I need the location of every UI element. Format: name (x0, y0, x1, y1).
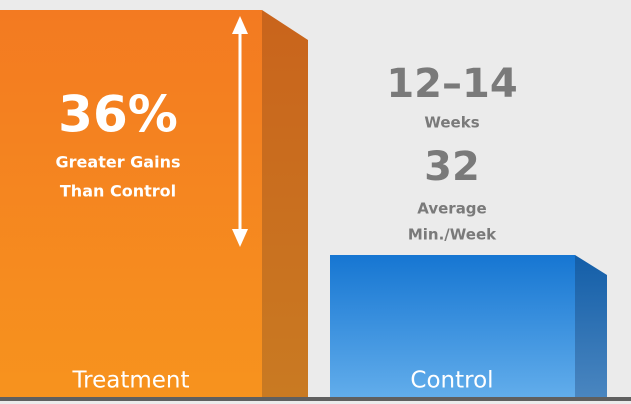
treatment-bar-side (262, 10, 308, 398)
treatment-bar (0, 10, 262, 398)
treatment-label: Treatment (71, 368, 189, 394)
control-bar-side (575, 255, 607, 398)
duration-value: 12–14 (386, 61, 517, 107)
control-bar (330, 255, 575, 398)
time-value: 32 (424, 144, 480, 190)
control-label: Control (410, 368, 493, 394)
treatment-caption: Than Control (60, 182, 176, 201)
time-unit: Average (417, 200, 486, 218)
duration-unit: Weeks (424, 114, 479, 132)
difference-arrow (232, 16, 248, 247)
time-unit: Min./Week (408, 226, 497, 244)
treatment-caption: Greater Gains (56, 153, 181, 172)
baseline (0, 397, 631, 401)
treatment-stat: 36% (58, 86, 178, 144)
